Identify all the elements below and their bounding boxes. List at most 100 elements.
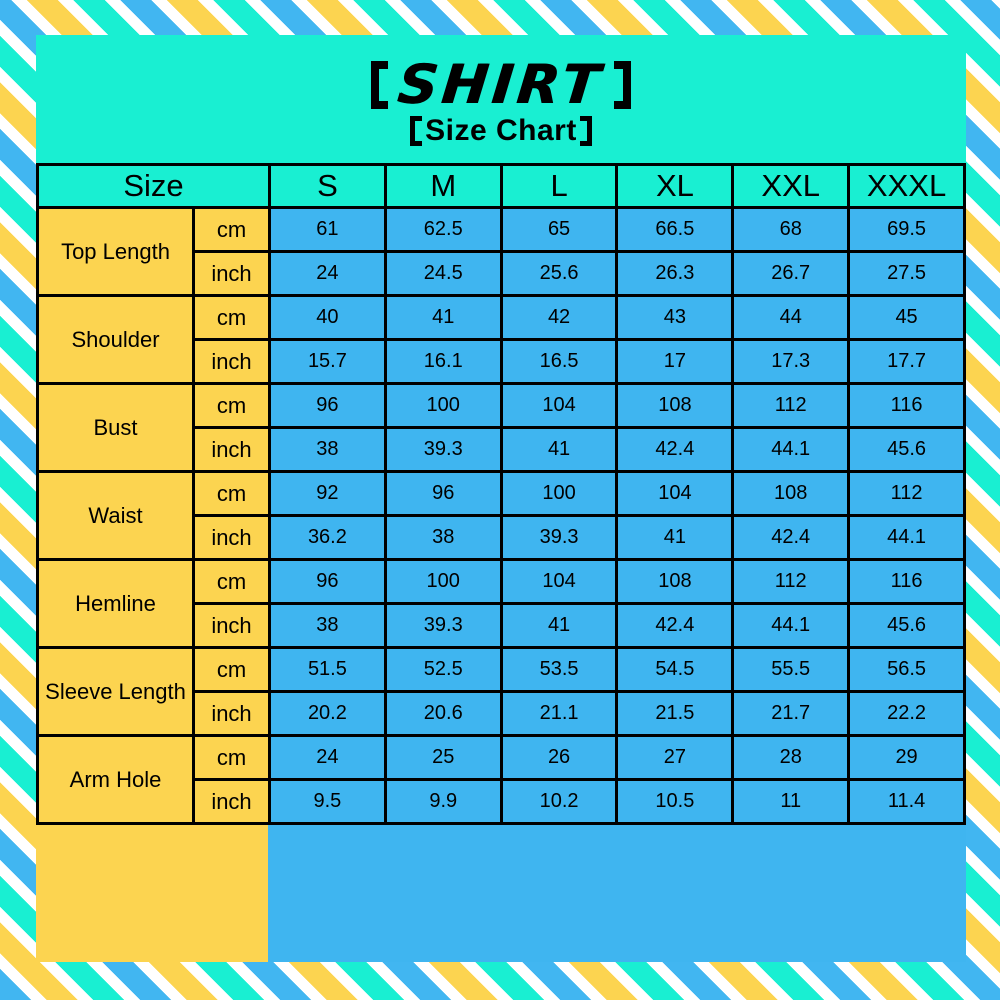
value-cell: 38 (383, 514, 503, 561)
brand-title-text: SHIRT (395, 53, 607, 116)
value-cell: 116 (847, 382, 966, 429)
right-lenticular-bracket-icon (613, 61, 631, 109)
value-cell: 108 (731, 470, 851, 517)
unit-label: cm (192, 646, 271, 693)
value-cell: 21.5 (615, 690, 735, 737)
title-area: SHIRT Size Chart (36, 35, 966, 163)
table-row: inch 20.2 20.6 21.1 21.5 21.7 22.2 (38, 690, 966, 737)
value-cell: 27.5 (847, 250, 966, 297)
value-cell: 116 (847, 558, 966, 605)
value-cell: 11.4 (847, 778, 966, 825)
table-body: Top Length cm 61 62.5 65 66.5 68 69.5 inch 24 24.5… (36, 206, 966, 825)
subtitle-text: Size Chart (425, 114, 577, 147)
left-lenticular-bracket-icon (371, 61, 389, 109)
value-cell: 24 (268, 734, 387, 781)
value-cell: 29 (847, 734, 966, 781)
measurement-label: Waist (36, 470, 195, 561)
measurement-label: Bust (36, 382, 195, 473)
measurement-label: Sleeve Length (36, 646, 195, 737)
value-cell: 21.7 (731, 690, 851, 737)
value-cell: 26.7 (731, 250, 851, 297)
value-cell: 96 (268, 558, 387, 605)
table-header-row: Size S M L XL XXL XXXL (36, 163, 966, 209)
value-cell: 112 (847, 470, 966, 517)
left-lenticular-bracket-small-icon (410, 116, 423, 146)
value-cell: 38 (268, 426, 387, 473)
value-cell: 108 (615, 558, 735, 605)
table-row: Sleeve Length cm 51.5 52.5 53.5 54.5 55.5 56.5 (36, 646, 966, 737)
value-cell: 45 (847, 294, 966, 341)
value-cell: 69.5 (847, 206, 966, 253)
size-table: Size S M L XL XXL XXXL Top Length cm 61 62.5 65 66.… (36, 163, 966, 825)
brand-title: SHIRT (371, 53, 631, 116)
right-lenticular-bracket-small-icon (579, 116, 592, 146)
table-row: Waist cm 92 96 100 104 108 112 (36, 470, 966, 561)
value-cell: 26.3 (615, 250, 735, 297)
measurement-label: Arm Hole (36, 734, 195, 825)
value-cell: 108 (615, 382, 735, 429)
value-cell: 44.1 (847, 514, 966, 561)
value-cell: 66.5 (615, 206, 735, 253)
value-cell: 44.1 (731, 602, 851, 649)
measurement-label: Hemline (36, 558, 195, 649)
measurement-label: Top Length (36, 206, 195, 297)
table-row: Arm Hole cm 24 25 26 27 28 29 (36, 734, 966, 825)
value-cell: 104 (499, 382, 619, 429)
unit-label: cm (192, 734, 271, 781)
value-cell: 11 (731, 778, 851, 825)
size-column-header-l: L (499, 163, 619, 209)
value-cell: 38 (268, 602, 387, 649)
value-cell: 51.5 (268, 646, 387, 693)
table-row: Hemline cm 96 100 104 108 112 116 (36, 558, 966, 649)
unit-label: inch (192, 338, 271, 385)
value-cell: 41 (499, 426, 619, 473)
size-column-header-m: M (383, 163, 503, 209)
value-cell: 21.1 (499, 690, 619, 737)
value-cell: 40 (268, 294, 387, 341)
value-cell: 55.5 (731, 646, 851, 693)
table-row: Shoulder cm 40 41 42 43 44 45 (36, 294, 966, 385)
size-column-header-xxxl: XXXL (847, 163, 966, 209)
value-cell: 112 (731, 382, 851, 429)
value-cell: 24 (268, 250, 387, 297)
value-cell: 104 (499, 558, 619, 605)
value-cell: 9.9 (383, 778, 503, 825)
size-column-header-xxl: XXL (731, 163, 851, 209)
value-cell: 96 (383, 470, 503, 517)
unit-label: inch (192, 602, 271, 649)
value-cell: 17 (615, 338, 735, 385)
value-cell: 54.5 (615, 646, 735, 693)
value-cell: 27 (615, 734, 735, 781)
value-cell: 24.5 (383, 250, 503, 297)
value-cell: 100 (383, 558, 503, 605)
bottom-fill-yellow (36, 825, 268, 962)
unit-label: cm (192, 382, 271, 429)
unit-label: cm (192, 470, 271, 517)
value-cell: 45.6 (847, 602, 966, 649)
unit-label: inch (192, 778, 271, 825)
value-cell: 10.5 (615, 778, 735, 825)
unit-label: cm (192, 558, 271, 605)
value-cell: 41 (499, 602, 619, 649)
value-cell: 96 (268, 382, 387, 429)
value-cell: 45.6 (847, 426, 966, 473)
value-cell: 39.3 (499, 514, 619, 561)
size-column-header-xl: XL (615, 163, 735, 209)
table-row: inch 24 24.5 25.6 26.3 26.7 27.5 (38, 250, 966, 297)
value-cell: 41 (383, 294, 503, 341)
value-cell: 52.5 (383, 646, 503, 693)
value-cell: 39.3 (383, 602, 503, 649)
value-cell: 15.7 (268, 338, 387, 385)
unit-label: inch (192, 514, 271, 561)
value-cell: 16.1 (383, 338, 503, 385)
value-cell: 42 (499, 294, 619, 341)
content-panel: SHIRT Size Chart Size S M L XL XXL XXXL Top Le… (36, 35, 966, 962)
value-cell: 65 (499, 206, 619, 253)
value-cell: 62.5 (383, 206, 503, 253)
value-cell: 53.5 (499, 646, 619, 693)
unit-label: inch (192, 250, 271, 297)
unit-label: inch (192, 426, 271, 473)
size-column-header-s: S (268, 163, 387, 209)
value-cell: 56.5 (847, 646, 966, 693)
